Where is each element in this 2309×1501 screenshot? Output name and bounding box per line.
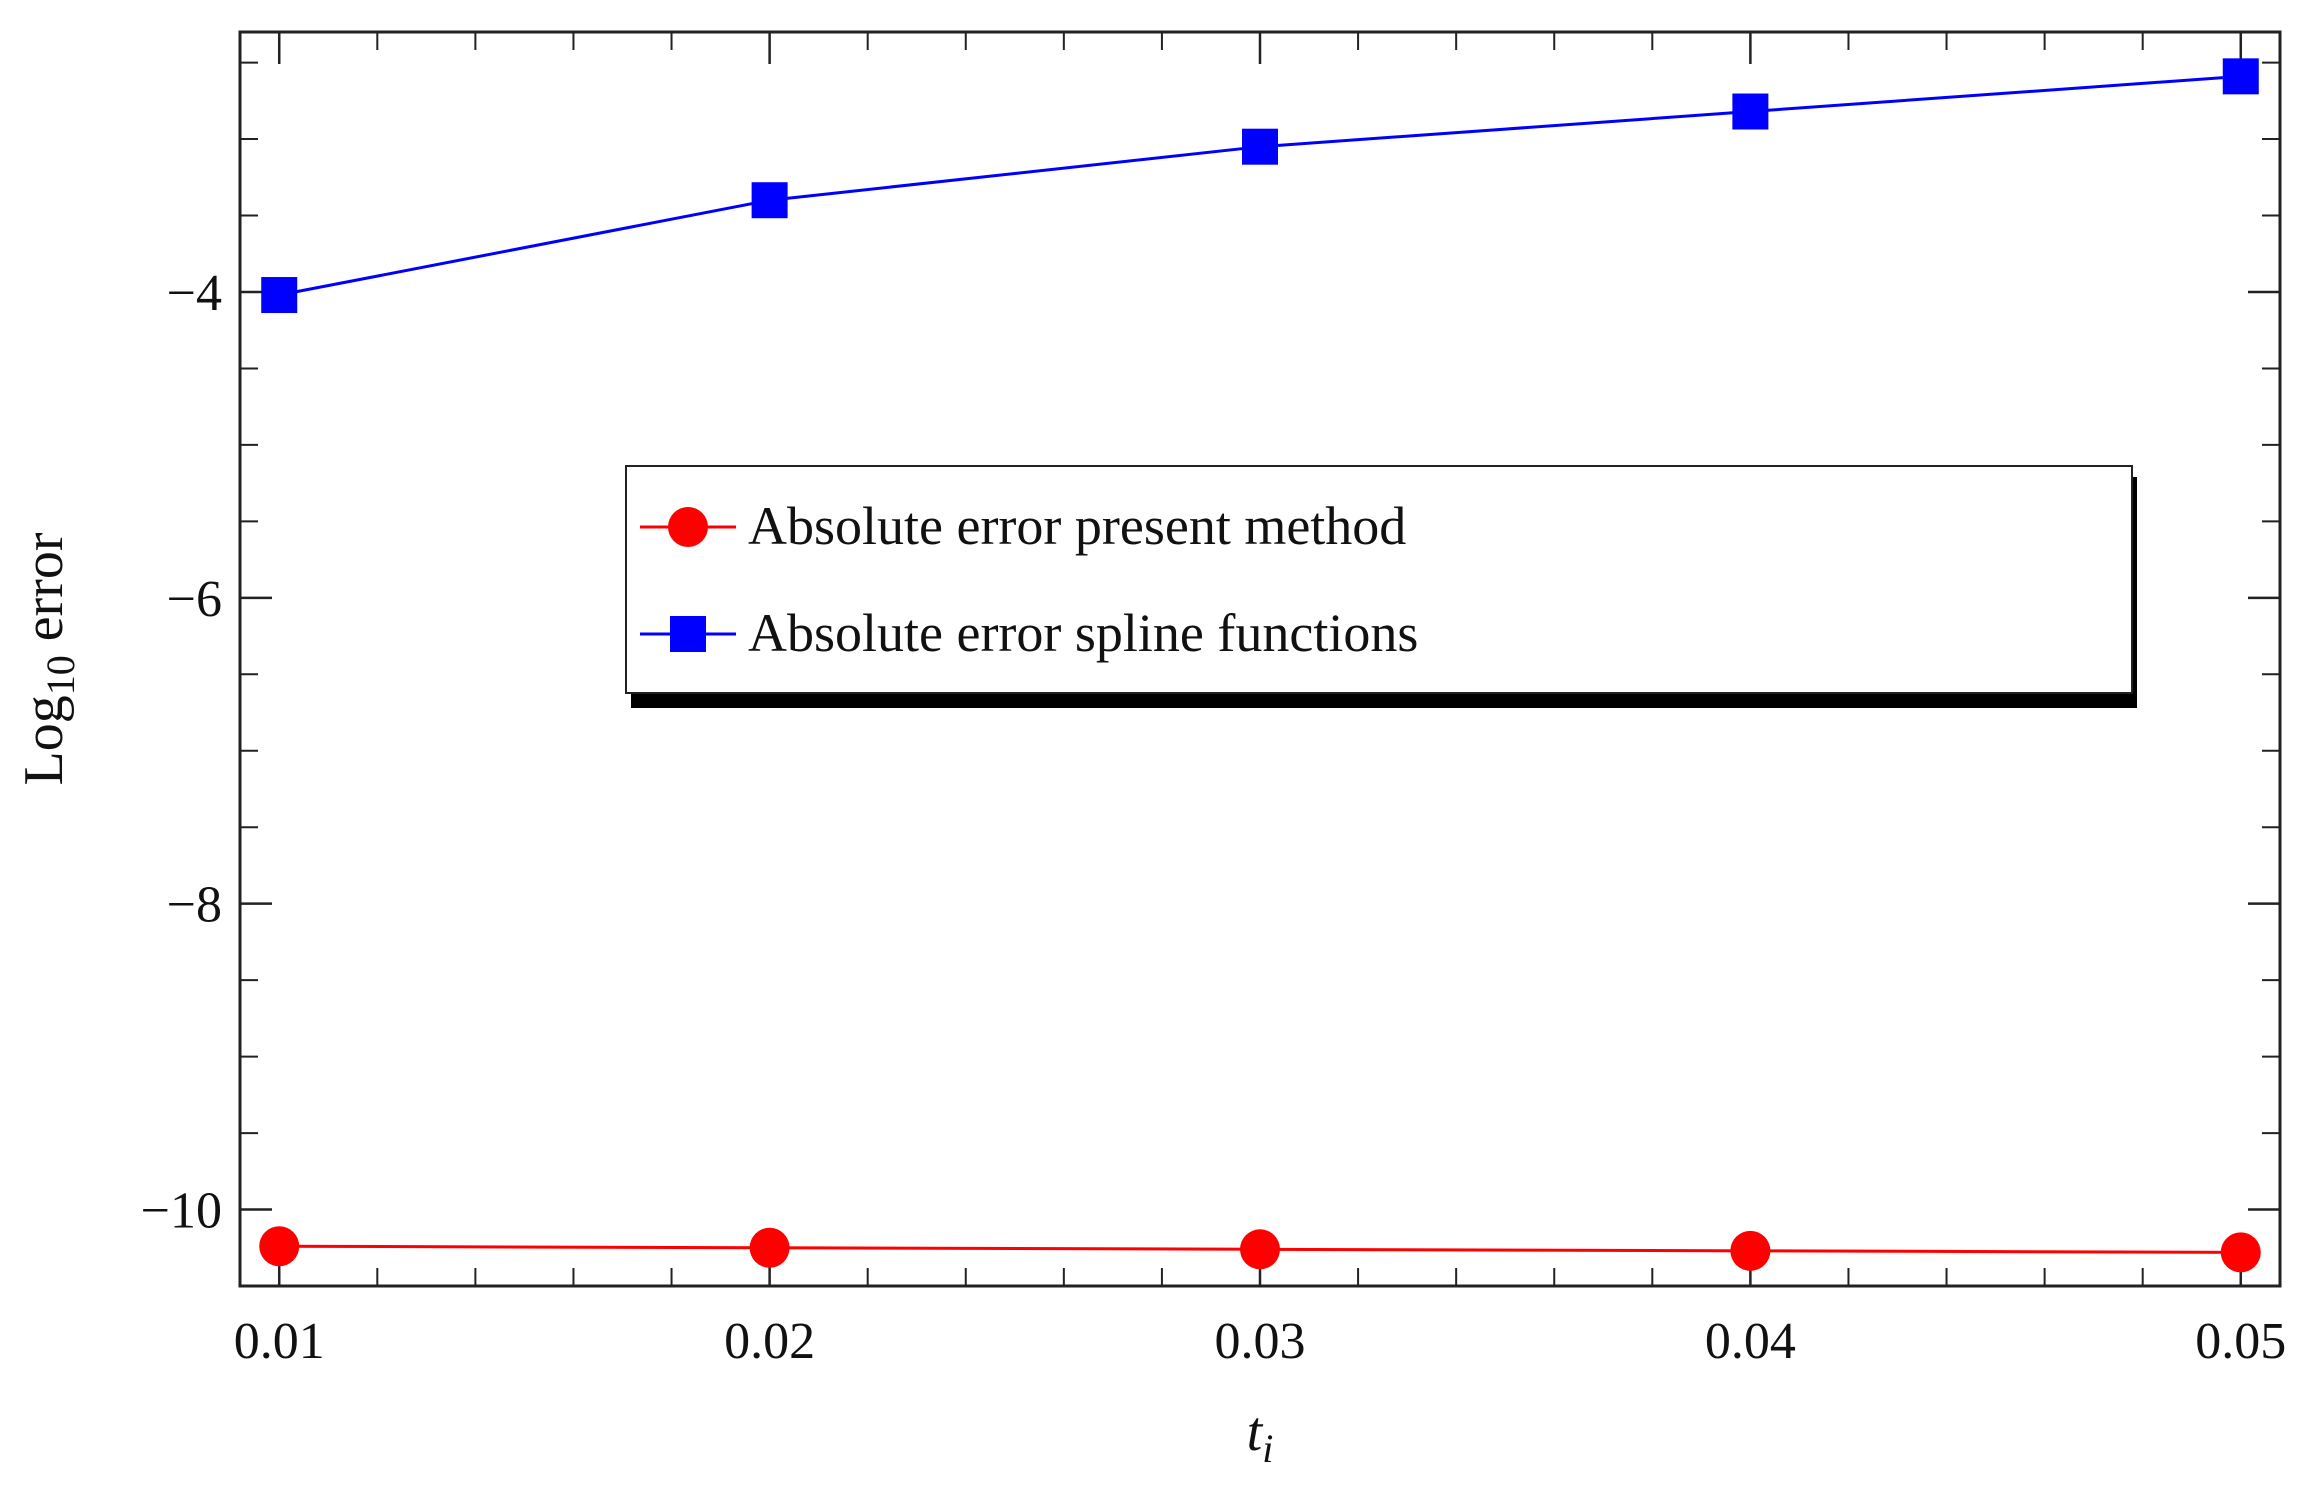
data-point-square bbox=[261, 277, 298, 314]
legend: Absolute error present method Absolute e… bbox=[625, 465, 2137, 708]
y-axis-title-sub: 10 bbox=[38, 655, 83, 695]
series-layer bbox=[259, 58, 2261, 1273]
legend-marker-present-method bbox=[668, 507, 708, 547]
plot-frame bbox=[238, 30, 2282, 1288]
x-axis-title-main: t bbox=[1247, 1401, 1264, 1463]
y-axis-title-main: Log bbox=[13, 695, 75, 785]
y-tick-label: −8 bbox=[167, 877, 222, 934]
x-tick-label: 0.03 bbox=[1215, 1313, 1306, 1370]
x-axis-title-sub: i bbox=[1262, 1426, 1273, 1471]
y-axis-title: Log10 error bbox=[13, 532, 83, 785]
y-axis-title-suffix: error bbox=[13, 532, 75, 655]
labels-layer: 0.01 0.02 0.03 0.04 0.05 −10 −8 −6 −4 bbox=[141, 265, 2287, 1370]
data-point-circle bbox=[259, 1226, 300, 1267]
x-axis-title: ti bbox=[1247, 1401, 1274, 1471]
legend-box bbox=[625, 465, 2133, 694]
data-point-square bbox=[2222, 58, 2259, 95]
legend-label-present-method: Absolute error present method bbox=[748, 496, 1406, 556]
data-point-circle bbox=[2220, 1232, 2261, 1273]
data-point-square bbox=[1242, 128, 1278, 165]
data-point-square bbox=[751, 182, 788, 219]
y-tick-label: −10 bbox=[141, 1183, 222, 1240]
y-tick-label: −6 bbox=[167, 571, 222, 628]
x-tick-label: 0.01 bbox=[234, 1313, 325, 1370]
data-point-circle bbox=[1240, 1229, 1280, 1270]
data-point-circle bbox=[1730, 1230, 1771, 1271]
data-point-square bbox=[1732, 93, 1769, 130]
data-point-circle bbox=[749, 1227, 790, 1268]
x-tick-label: 0.02 bbox=[724, 1313, 815, 1370]
x-tick-label: 0.05 bbox=[2195, 1313, 2286, 1370]
legend-label-spline-functions: Absolute error spline functions bbox=[748, 603, 1418, 663]
x-tick-label: 0.04 bbox=[1705, 1313, 1796, 1370]
legend-marker-spline-functions bbox=[670, 616, 706, 652]
y-tick-label: −4 bbox=[167, 265, 222, 322]
